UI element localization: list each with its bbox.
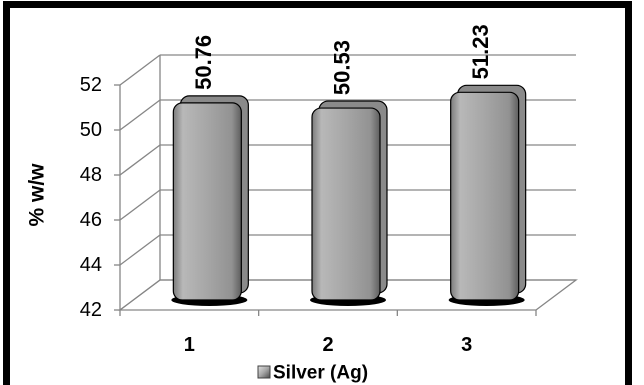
y-tick-label: 44 [80,254,102,276]
plot-area: 42 44 46 48 50 52 1 2 3 50.76 50.53 51.23 [80,24,578,356]
bar [450,91,520,301]
data-label: 50.53 [330,40,355,95]
side-wall-gridline [119,279,161,311]
side-wall-gridline [119,234,161,266]
y-tick-label: 42 [80,299,102,321]
data-label: 50.76 [191,35,216,90]
data-label: 51.23 [468,24,493,79]
side-wall-gridline [119,189,161,221]
x-tick-label: 2 [322,334,333,356]
y-tick-label: 48 [80,164,102,186]
legend-swatch [257,365,271,379]
legend: Silver (Ag) [257,363,368,384]
bar [311,107,381,301]
bar [172,102,242,301]
x-tick-label: 1 [184,334,195,356]
side-wall-gridline [119,99,161,131]
y-tick-label: 50 [80,119,102,141]
x-tick-label: 3 [461,334,472,356]
y-axis-label: % w/w [26,163,49,227]
side-wall-gridline [119,54,161,86]
side-wall-gridline [119,144,161,176]
y-tick-label: 52 [80,74,102,96]
y-tick-label: 46 [80,209,102,231]
legend-label: Silver (Ag) [273,363,368,384]
